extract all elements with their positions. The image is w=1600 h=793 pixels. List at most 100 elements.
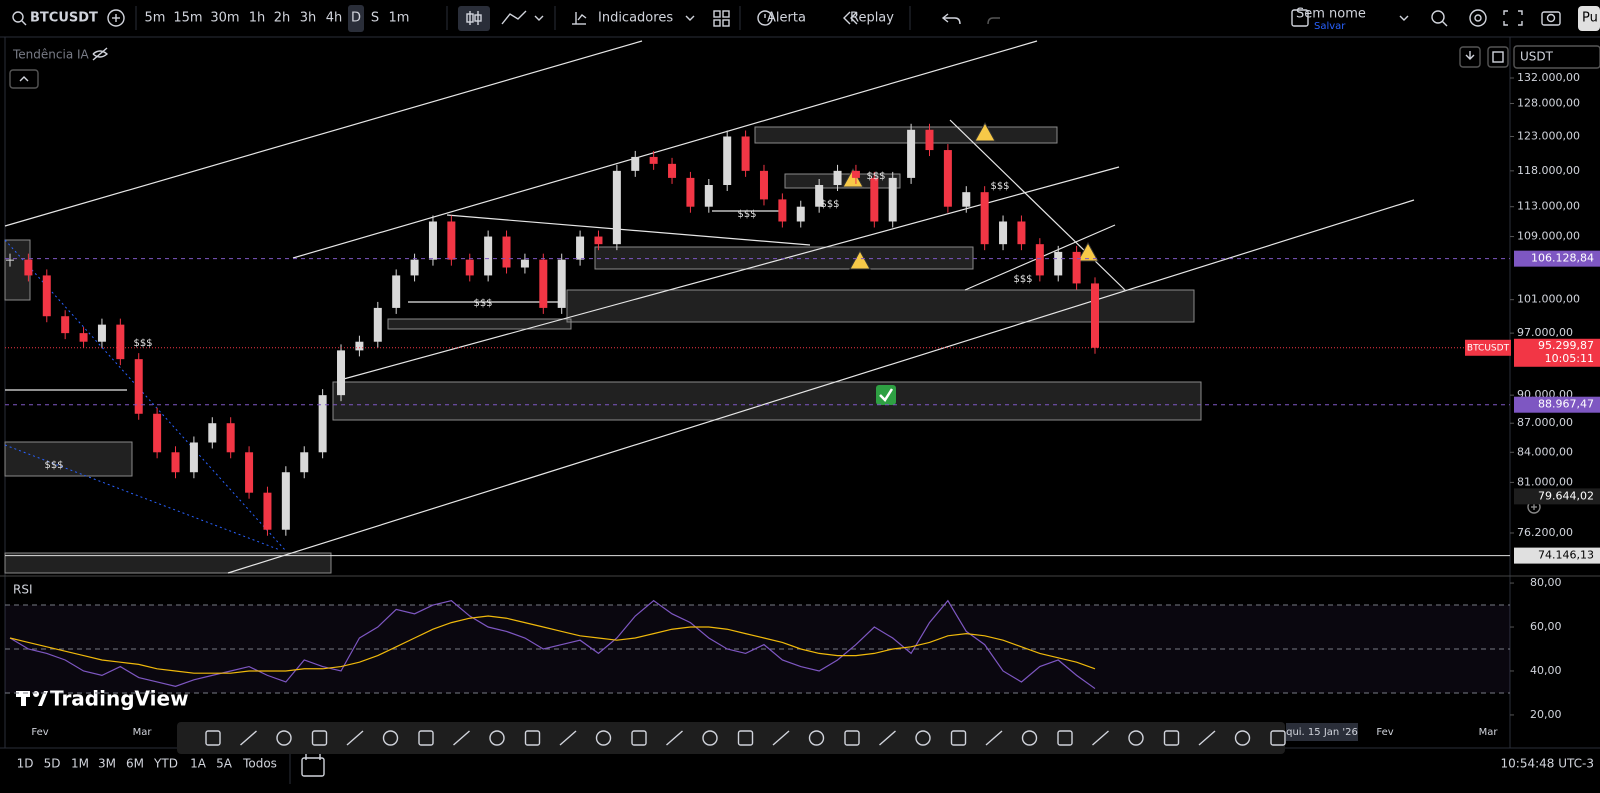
candle-body xyxy=(465,259,474,276)
tool-icon[interactable] xyxy=(844,730,860,746)
tool-icon[interactable] xyxy=(702,730,718,746)
tool-icon[interactable] xyxy=(346,730,364,746)
candle-body xyxy=(1017,221,1026,245)
tool-icon[interactable] xyxy=(489,730,505,746)
interval-button[interactable]: S xyxy=(371,11,379,26)
tool-icon[interactable] xyxy=(1163,730,1180,746)
tool-icon[interactable] xyxy=(666,730,683,746)
y-tick-label: 84.000,00 xyxy=(1517,445,1573,458)
countdown: 10:05:11 xyxy=(1545,352,1594,365)
drawing-tools[interactable] xyxy=(205,730,1286,746)
candle-body xyxy=(153,413,162,453)
tool-icon[interactable] xyxy=(1234,730,1251,746)
tool-icon[interactable] xyxy=(879,730,896,746)
tool-icon[interactable] xyxy=(631,730,647,746)
candle-body xyxy=(925,129,934,151)
tool-icon[interactable] xyxy=(418,730,434,746)
range-button[interactable]: 5A xyxy=(216,757,233,771)
interval-button[interactable]: 1m xyxy=(389,11,410,26)
symbol[interactable]: BTCUSDT xyxy=(30,11,98,26)
candle-body xyxy=(79,333,88,342)
tool-icon[interactable] xyxy=(524,730,541,746)
candle-body xyxy=(999,221,1008,245)
range-button[interactable]: 1D xyxy=(17,757,34,771)
candle-body xyxy=(723,136,732,186)
tool-icon[interactable] xyxy=(985,730,1003,746)
y-tick-label: 132.000,00 xyxy=(1517,71,1580,84)
range-button[interactable]: Todos xyxy=(242,757,277,771)
tool-icon[interactable] xyxy=(205,730,221,746)
interval-button[interactable]: 1h xyxy=(249,11,266,26)
y-tick-label: 81.000,00 xyxy=(1517,475,1573,488)
candle-body xyxy=(686,177,695,207)
range-button[interactable]: YTD xyxy=(153,757,178,771)
alert-button[interactable]: Alerta xyxy=(767,11,806,26)
symbol-tag-label: BTCUSDT xyxy=(1467,343,1510,353)
x-tick-label: Fev xyxy=(1376,727,1393,738)
tool-icon[interactable] xyxy=(311,730,328,746)
range-button[interactable]: 1M xyxy=(71,757,89,771)
indicators-button[interactable]: Indicadores xyxy=(598,11,673,26)
candle-body xyxy=(226,423,235,453)
tool-icon[interactable] xyxy=(453,730,470,746)
tool-icon[interactable] xyxy=(1270,730,1286,746)
tool-icon[interactable] xyxy=(559,730,577,746)
tool-icon[interactable] xyxy=(382,730,399,746)
drawing-toolbar[interactable] xyxy=(177,722,1285,754)
tool-icon[interactable] xyxy=(1021,730,1038,746)
branding: TradingView xyxy=(16,687,189,711)
y-tick-label: 101.000,00 xyxy=(1517,293,1580,306)
interval-button[interactable]: 2h xyxy=(274,11,291,26)
tool-icon[interactable] xyxy=(595,730,612,746)
interval-button[interactable]: D xyxy=(351,11,361,26)
tool-icon[interactable] xyxy=(772,730,790,746)
tool-icon[interactable] xyxy=(950,730,967,746)
range-button[interactable]: 6M xyxy=(126,757,144,771)
candle-body xyxy=(318,395,327,453)
replay-button[interactable]: Replay xyxy=(850,11,894,26)
interval-button[interactable]: 30m xyxy=(210,11,239,26)
symbol-tag xyxy=(1465,339,1511,356)
candle-body xyxy=(245,452,254,493)
range-button[interactable]: 1A xyxy=(190,757,207,771)
tool-icon[interactable] xyxy=(1092,730,1109,746)
publish-button[interactable]: Pu xyxy=(1582,11,1598,26)
separators xyxy=(0,6,1600,784)
candle-body xyxy=(704,185,713,207)
range-button[interactable]: 3M xyxy=(98,757,116,771)
candle-body xyxy=(539,259,548,308)
check-icon xyxy=(876,385,896,405)
candle-body xyxy=(484,236,493,276)
layout-name[interactable]: Sem nome xyxy=(1296,7,1366,22)
interval-button[interactable]: 3h xyxy=(300,11,317,26)
last-price-label: 95.299,87 xyxy=(1538,339,1594,352)
tool-icon[interactable] xyxy=(276,730,292,746)
liquidity-label: $$$ xyxy=(990,181,1009,192)
price-tag xyxy=(1514,396,1600,413)
candle-body xyxy=(392,275,401,308)
tool-icon[interactable] xyxy=(240,730,257,746)
tool-icon[interactable] xyxy=(915,730,931,746)
candle-body xyxy=(778,199,787,222)
candle-body xyxy=(796,206,805,222)
y-tick-label: 40,00 xyxy=(1530,664,1562,677)
range-button[interactable]: 5D xyxy=(44,757,61,771)
tool-icon[interactable] xyxy=(737,730,754,746)
tool-icon[interactable] xyxy=(808,730,825,746)
tool-icon[interactable] xyxy=(1128,730,1144,746)
interval-button[interactable]: 4h xyxy=(326,11,343,26)
tool-icon[interactable] xyxy=(1057,730,1073,746)
candle-body xyxy=(134,359,143,414)
tool-icon[interactable] xyxy=(1198,730,1216,746)
y-tick-label: 87.000,00 xyxy=(1517,416,1573,429)
interval-button[interactable]: 5m xyxy=(145,11,166,26)
liquidity-label: $$$ xyxy=(820,199,839,210)
currency[interactable]: USDT xyxy=(1520,50,1554,64)
candle-body xyxy=(116,324,125,360)
liquidity-label: $$$ xyxy=(133,338,152,349)
price-tag-label: 106.128,84 xyxy=(1531,252,1594,265)
candle-body xyxy=(631,156,640,171)
interval-button[interactable]: 15m xyxy=(173,11,202,26)
x-tick-label: Mar xyxy=(133,727,153,738)
